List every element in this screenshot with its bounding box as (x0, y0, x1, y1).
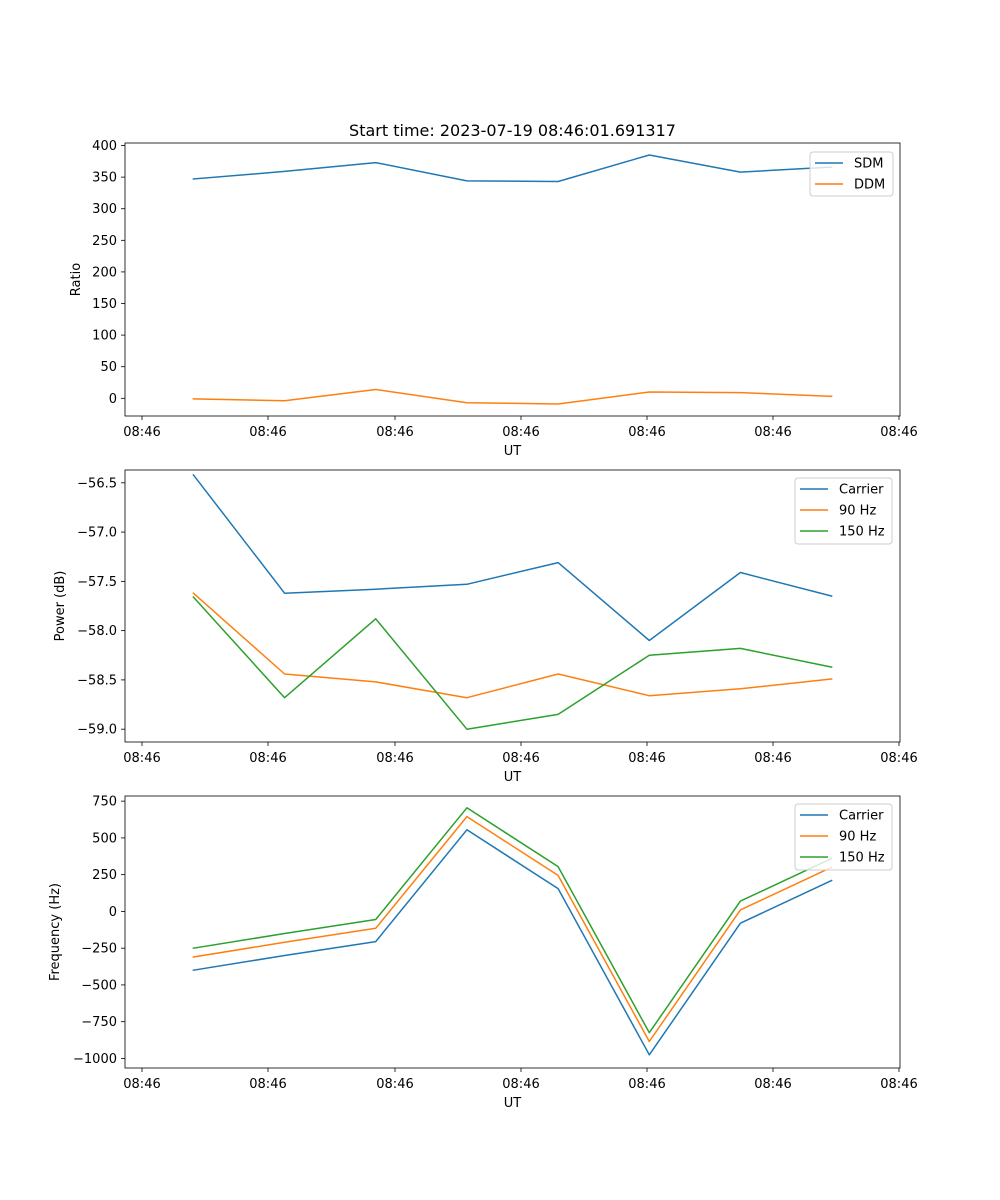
x-axis-label: UT (504, 444, 522, 459)
series-line-ddm (192, 388, 833, 405)
series-line-150-hz (192, 807, 833, 1034)
y-tick-label: −58.0 (77, 624, 117, 639)
y-tick-label: −750 (81, 1015, 117, 1030)
axes-frame (124, 469, 901, 743)
y-tick-label: 350 (92, 171, 117, 186)
y-tick-label: 150 (92, 297, 117, 312)
y-tick-label: 0 (109, 905, 117, 920)
x-tick-label: 08:46 (123, 1077, 160, 1092)
x-tick-label: 08:46 (754, 751, 791, 766)
x-axis-label: UT (504, 770, 522, 785)
y-tick-label: −57.5 (77, 575, 117, 590)
y-tick-label: −1000 (73, 1052, 117, 1067)
series-line-150-hz (192, 596, 833, 730)
legend-label: 90 Hz (839, 504, 876, 519)
y-axis-label: Frequency (Hz) (48, 883, 63, 981)
x-tick-label: 08:46 (628, 1077, 665, 1092)
x-tick-label: 08:46 (628, 751, 665, 766)
x-tick-label: 08:46 (376, 425, 413, 440)
y-tick-label: 200 (92, 265, 117, 280)
legend-label: DDM (854, 178, 885, 193)
y-tick-label: −56.5 (77, 476, 117, 491)
series-line-sdm (192, 154, 833, 183)
y-tick-label: 0 (109, 392, 117, 407)
x-tick-label: 08:46 (754, 1077, 791, 1092)
x-tick-label: 08:46 (376, 751, 413, 766)
legend-box (794, 803, 893, 871)
x-tick-label: 08:46 (754, 425, 791, 440)
chart-panel-2: 08:46 08:46 08:46 08:46 08:46 08:46 08:46 −59.0… (53, 469, 918, 785)
x-tick-label: 08:46 (502, 1077, 539, 1092)
x-tick-label: 08:46 (628, 425, 665, 440)
y-tick-label: 300 (92, 202, 117, 217)
y-axis-label: Ratio (69, 263, 84, 296)
axes-frame (124, 795, 901, 1069)
y-tick-label: 50 (100, 360, 117, 375)
x-tick-label: 08:46 (880, 1077, 917, 1092)
chart-title: Start time: 2023-07-19 08:46:01.691317 (349, 121, 676, 140)
legend-label: Carrier (839, 483, 884, 498)
axes-frame (124, 142, 901, 417)
series-line-carrier (192, 473, 833, 642)
x-tick-label: 08:46 (123, 425, 160, 440)
y-tick-label: −500 (81, 978, 117, 993)
legend: SDM DDM (809, 151, 894, 197)
legend-label: 150 Hz (839, 525, 885, 540)
y-tick-label: 400 (92, 139, 117, 154)
y-tick-label: −250 (81, 942, 117, 957)
x-axis-label: UT (504, 1096, 522, 1111)
x-tick-label: 08:46 (249, 1077, 286, 1092)
x-tick-label: 08:46 (502, 751, 539, 766)
y-tick-label: 250 (92, 234, 117, 249)
legend-label: Carrier (839, 809, 884, 824)
legend: Carrier 90 Hz 150 Hz (794, 477, 893, 545)
x-tick-label: 08:46 (880, 751, 917, 766)
x-tick-label: 08:46 (376, 1077, 413, 1092)
y-tick-label: 750 (92, 795, 117, 810)
y-tick-label: −58.5 (77, 673, 117, 688)
y-axis-label: Power (dB) (53, 571, 68, 642)
series-line-90-hz (192, 592, 833, 699)
y-tick-label: −59.0 (77, 723, 117, 738)
series-line-90-hz (192, 815, 833, 1043)
y-tick-label: 100 (92, 329, 117, 344)
x-tick-label: 08:46 (249, 425, 286, 440)
legend-box (794, 477, 893, 545)
legend-label: 150 Hz (839, 851, 885, 866)
series-line-carrier (192, 829, 833, 1056)
x-tick-label: 08:46 (123, 751, 160, 766)
chart-panel-3: 08:46 08:46 08:46 08:46 08:46 08:46 08:46 −1000… (48, 795, 918, 1111)
legend-label: 90 Hz (839, 830, 876, 845)
x-tick-label: 08:46 (880, 425, 917, 440)
x-tick-label: 08:46 (502, 425, 539, 440)
y-tick-label: −57.0 (77, 526, 117, 541)
y-tick-label: 250 (92, 868, 117, 883)
legend-label: SDM (854, 157, 883, 172)
legend: Carrier 90 Hz 150 Hz (794, 803, 893, 871)
y-tick-label: 500 (92, 831, 117, 846)
chart-panel-1: 08:46 08:46 08:46 08:46 08:46 08:46 08:46 0 50 10… (69, 139, 918, 459)
x-tick-label: 08:46 (249, 751, 286, 766)
